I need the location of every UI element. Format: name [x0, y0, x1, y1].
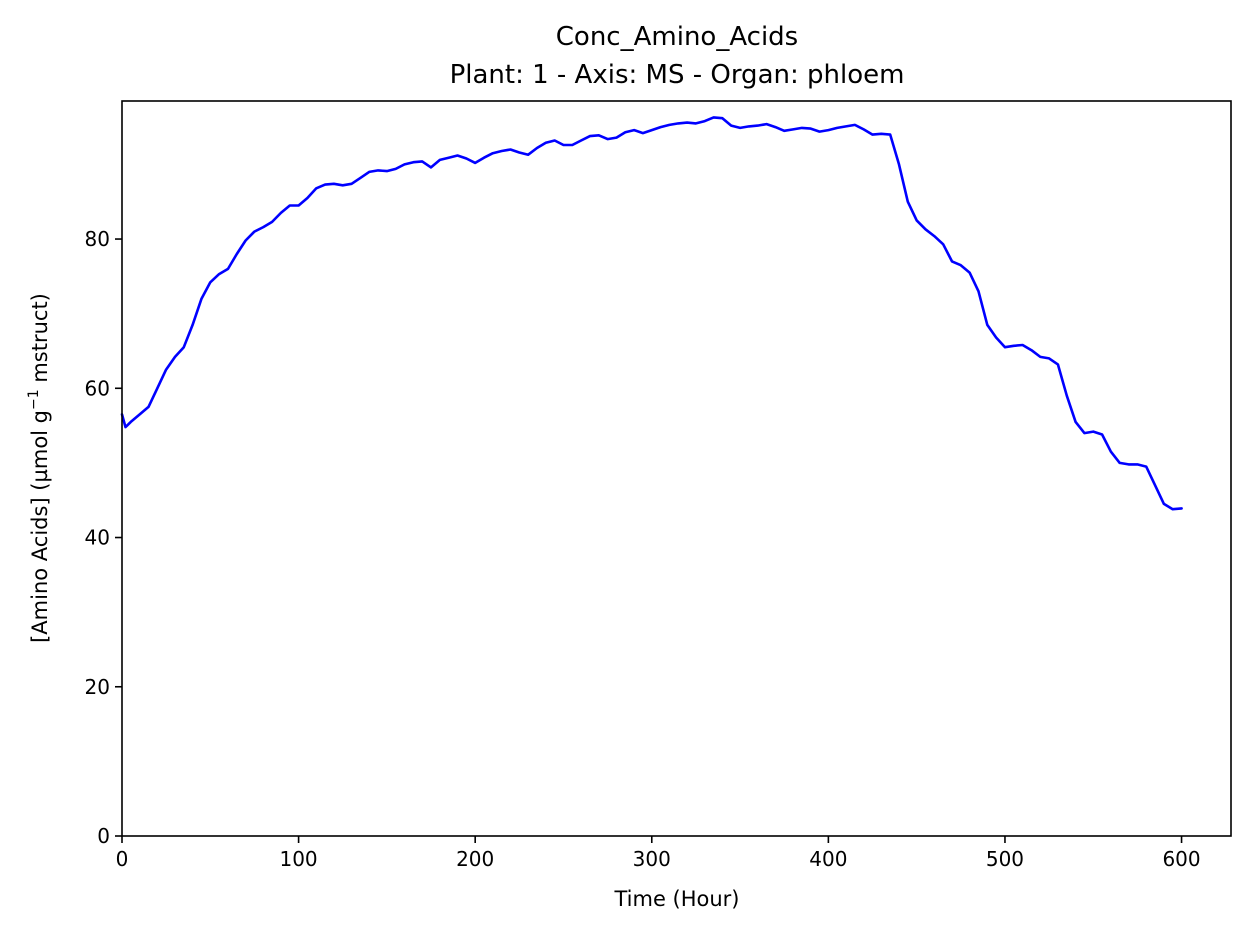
y-axis-label-tail: mstruct)	[28, 293, 52, 389]
y-axis-label-main: [Amino Acids] (µmol g	[28, 410, 52, 643]
y-tick-label: 80	[85, 227, 110, 251]
axes-frame	[121, 100, 1232, 837]
series-line	[120, 116, 1183, 511]
chart-subtitle: Plant: 1 - Axis: MS - Organ: phloem	[450, 60, 905, 90]
y-axis-ticks: 0 20 40 60 80	[85, 227, 122, 848]
y-axis-label-superscript: −1	[26, 389, 42, 410]
y-tick-label: 40	[85, 526, 110, 550]
x-axis-label: Time (Hour)	[613, 887, 739, 911]
x-tick-label: 300	[633, 847, 671, 871]
x-tick-label: 100	[279, 847, 317, 871]
x-tick-label: 600	[1162, 847, 1200, 871]
y-tick-label: 60	[85, 376, 110, 400]
x-tick-label: 400	[809, 847, 847, 871]
x-tick-label: 200	[456, 847, 494, 871]
series-layer	[120, 116, 1183, 511]
x-tick-label: 500	[986, 847, 1024, 871]
x-axis-ticks: 0 100 200 300 400 500 600	[116, 836, 1201, 871]
plot-area: 0 100 200 300 400 500 600 0 20 40 60 80	[85, 100, 1232, 871]
y-tick-label: 0	[97, 824, 110, 848]
chart-title: Conc_Amino_Acids	[556, 22, 798, 52]
y-tick-label: 20	[85, 675, 110, 699]
x-tick-label: 0	[116, 847, 129, 871]
y-axis-label: [Amino Acids] (µmol g−1 mstruct)	[26, 293, 52, 643]
